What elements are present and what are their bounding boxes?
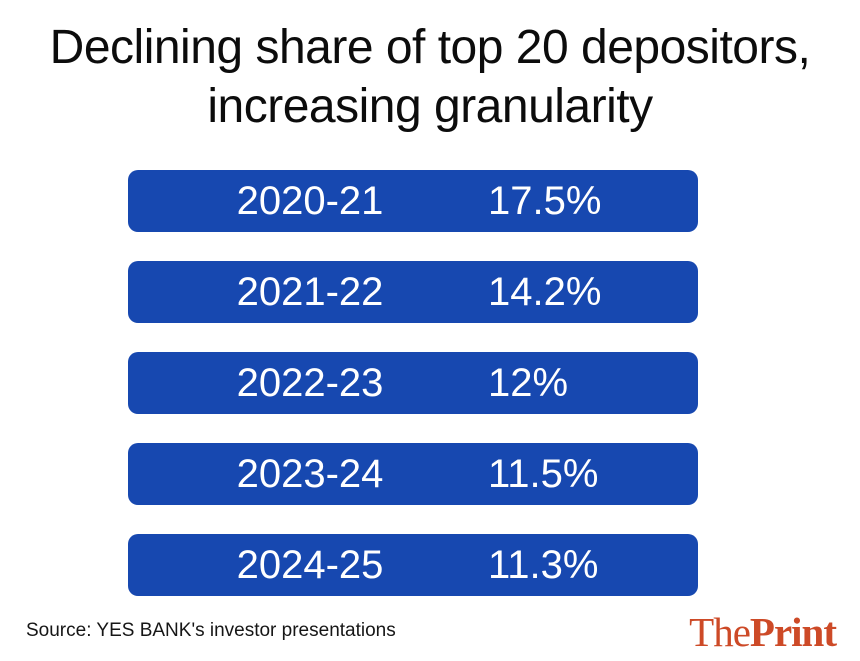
value-label: 12% [488, 361, 569, 405]
year-pill-list: 2020-21 17.5% 2021-22 14.2% 2022-23 12% … [128, 170, 698, 596]
value-label: 11.5% [488, 452, 599, 496]
year-pill-2020-21: 2020-21 17.5% [128, 170, 698, 232]
year-label: 2021-22 [236, 270, 384, 314]
theprint-logo: ThePrint [689, 608, 837, 656]
year-label: 2020-21 [236, 179, 384, 223]
value-label: 14.2% [488, 270, 602, 314]
year-pill-2023-24: 2023-24 11.5% [128, 443, 698, 505]
year-pill-2021-22: 2021-22 14.2% [128, 261, 698, 323]
value-label: 17.5% [488, 179, 602, 223]
year-label: 2023-24 [236, 452, 384, 496]
value-label: 11.3% [488, 543, 599, 587]
theprint-logo-the: The [689, 609, 751, 655]
chart-title-line1: Declining share of top 20 depositors, [49, 21, 811, 74]
chart-title: Declining share of top 20 depositors, in… [0, 18, 860, 136]
year-label: 2022-23 [236, 361, 384, 405]
year-pill-2022-23: 2022-23 12% [128, 352, 698, 414]
source-attribution: Source: YES BANK's investor presentation… [26, 620, 396, 641]
chart-title-line2: increasing granularity [207, 80, 653, 133]
year-pill-2024-25: 2024-25 11.3% [128, 534, 698, 596]
year-label: 2024-25 [236, 543, 384, 587]
theprint-logo-print: Print [749, 609, 837, 655]
